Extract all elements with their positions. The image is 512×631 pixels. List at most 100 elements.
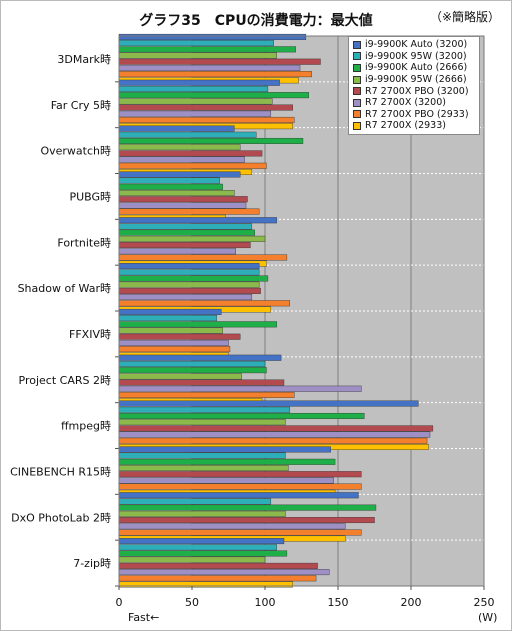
bar xyxy=(118,131,257,138)
legend-swatch xyxy=(353,87,361,96)
bar xyxy=(118,208,260,215)
bar xyxy=(118,137,304,144)
legend-swatch xyxy=(353,75,361,84)
bar xyxy=(118,431,431,438)
x-axis-label: Fast← xyxy=(128,611,160,624)
bar xyxy=(118,529,362,536)
bar xyxy=(118,300,291,307)
bar xyxy=(118,550,288,557)
bar xyxy=(118,321,277,328)
legend-label: i9-9900K 95W (2666) xyxy=(365,74,467,86)
category-label: 7-zip時 xyxy=(73,557,111,570)
legend-item: R7 2700X PBO (2933) xyxy=(353,109,475,121)
unit-label: (W) xyxy=(478,611,498,624)
bar xyxy=(118,360,266,367)
bar xyxy=(118,354,282,361)
category-label: Far Cry 5時 xyxy=(51,99,111,112)
bar xyxy=(118,275,269,282)
bar xyxy=(118,40,274,47)
bar xyxy=(118,327,223,334)
bar xyxy=(118,248,237,255)
legend-label: i9-9900K 95W (3200) xyxy=(365,50,467,62)
bar xyxy=(118,217,277,224)
bar xyxy=(118,391,295,398)
bar xyxy=(118,92,310,99)
legend-swatch xyxy=(353,63,361,72)
legend-item: R7 2700X (2933) xyxy=(353,120,475,132)
x-tick-label: 250 xyxy=(474,596,495,609)
category-label: DxO PhotoLab 2時 xyxy=(11,511,111,524)
bar xyxy=(118,202,247,209)
bar xyxy=(118,437,428,444)
bar xyxy=(118,425,434,432)
bar xyxy=(118,538,285,545)
bar xyxy=(118,308,222,315)
category-label: CINEBENCH R15時 xyxy=(10,465,111,478)
bar xyxy=(118,471,362,478)
bar xyxy=(118,235,266,242)
bar xyxy=(118,287,261,294)
legend-label: R7 2700X (2933) xyxy=(365,120,446,132)
legend-label: R7 2700X PBO (3200) xyxy=(365,85,469,97)
bar xyxy=(118,79,280,86)
bar xyxy=(118,483,362,490)
category-label: Overwatch時 xyxy=(40,145,111,158)
bar xyxy=(118,150,263,157)
category-label: Shadow of War時 xyxy=(18,282,111,295)
bar xyxy=(118,339,229,346)
category-label: Fortnite時 xyxy=(57,236,111,249)
bar xyxy=(118,269,260,276)
bar xyxy=(118,85,269,92)
category-label: PUBG時 xyxy=(69,190,111,203)
legend-swatch xyxy=(353,40,361,49)
bar xyxy=(118,171,241,178)
bar xyxy=(118,156,245,163)
bar xyxy=(118,446,331,453)
bar xyxy=(118,504,377,511)
bar xyxy=(118,281,260,288)
chart-legend: i9-9900K Auto (3200) i9-9900K 95W (3200) i… xyxy=(348,36,480,135)
legend-swatch xyxy=(353,98,361,107)
bar xyxy=(118,562,318,569)
bar xyxy=(118,58,321,65)
bar xyxy=(118,556,266,563)
category-label: FFXIV時 xyxy=(69,328,111,341)
bar xyxy=(118,196,248,203)
legend-item: R7 2700X (3200) xyxy=(353,97,475,109)
bar xyxy=(118,242,251,249)
x-tick-label: 150 xyxy=(328,596,349,609)
legend-label: R7 2700X PBO (2933) xyxy=(365,108,469,120)
bar xyxy=(118,406,291,413)
bar xyxy=(118,229,255,236)
bar xyxy=(118,492,359,499)
bar xyxy=(118,263,260,270)
category-label: ffmpeg時 xyxy=(61,420,111,433)
bar xyxy=(118,162,267,169)
bar xyxy=(118,412,365,419)
bar xyxy=(118,33,307,40)
bar xyxy=(118,346,231,353)
bar xyxy=(118,419,286,426)
legend-label: i9-9900K Auto (3200) xyxy=(365,39,468,51)
bar xyxy=(118,452,286,459)
bar xyxy=(118,64,301,71)
bar xyxy=(118,254,288,261)
legend-swatch xyxy=(353,121,361,130)
bar xyxy=(118,498,272,505)
bar xyxy=(118,190,235,197)
bar xyxy=(118,294,253,301)
bar xyxy=(118,104,293,111)
bar xyxy=(118,98,273,105)
bar xyxy=(118,400,419,407)
chart-title: グラフ35 CPUの消費電力：最大値 xyxy=(139,13,373,29)
legend-swatch xyxy=(353,110,361,119)
bar xyxy=(118,373,242,380)
x-tick-label: 100 xyxy=(255,596,276,609)
bar xyxy=(118,465,289,472)
bar xyxy=(118,223,253,230)
legend-swatch xyxy=(353,52,361,61)
bar xyxy=(118,385,362,392)
bar xyxy=(118,477,334,484)
bar xyxy=(118,379,285,386)
bar xyxy=(118,144,241,151)
